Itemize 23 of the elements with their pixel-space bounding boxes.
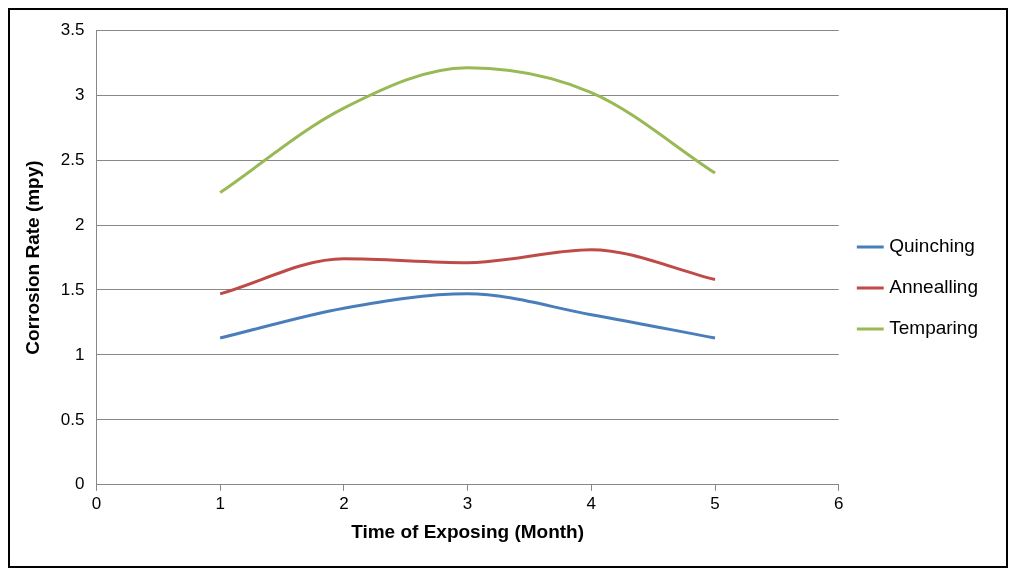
y-tick-label: 2.5 <box>60 149 85 169</box>
y-tick-label: 2 <box>74 214 85 234</box>
y-axis-title: Corrosion Rate (mpy) <box>21 160 43 355</box>
x-tick-label: 0 <box>91 493 102 513</box>
line-series <box>218 292 717 340</box>
x-tick-label: 3 <box>462 493 473 513</box>
x-tick-label: 4 <box>586 493 597 513</box>
line-series <box>218 248 717 296</box>
x-tick-label: 5 <box>710 493 720 513</box>
y-tick-label: 0.5 <box>60 409 85 429</box>
y-tick-label: 1.5 <box>60 279 85 299</box>
x-axis-title: Time of Exposing (Month) <box>351 520 585 542</box>
legend-label: Annealling <box>889 276 979 298</box>
x-tick-label: 6 <box>834 493 844 513</box>
x-tick-label: 1 <box>215 493 225 513</box>
y-tick-label: 1 <box>74 344 85 364</box>
legend-label: Temparing <box>889 317 978 339</box>
line-series <box>218 66 717 195</box>
y-tick-label: 0 <box>74 474 85 494</box>
y-tick-label: 3 <box>74 84 85 104</box>
x-tick-label: 2 <box>339 493 349 513</box>
y-tick-label: 3.5 <box>60 19 85 39</box>
legend-label: Quinching <box>889 235 975 257</box>
